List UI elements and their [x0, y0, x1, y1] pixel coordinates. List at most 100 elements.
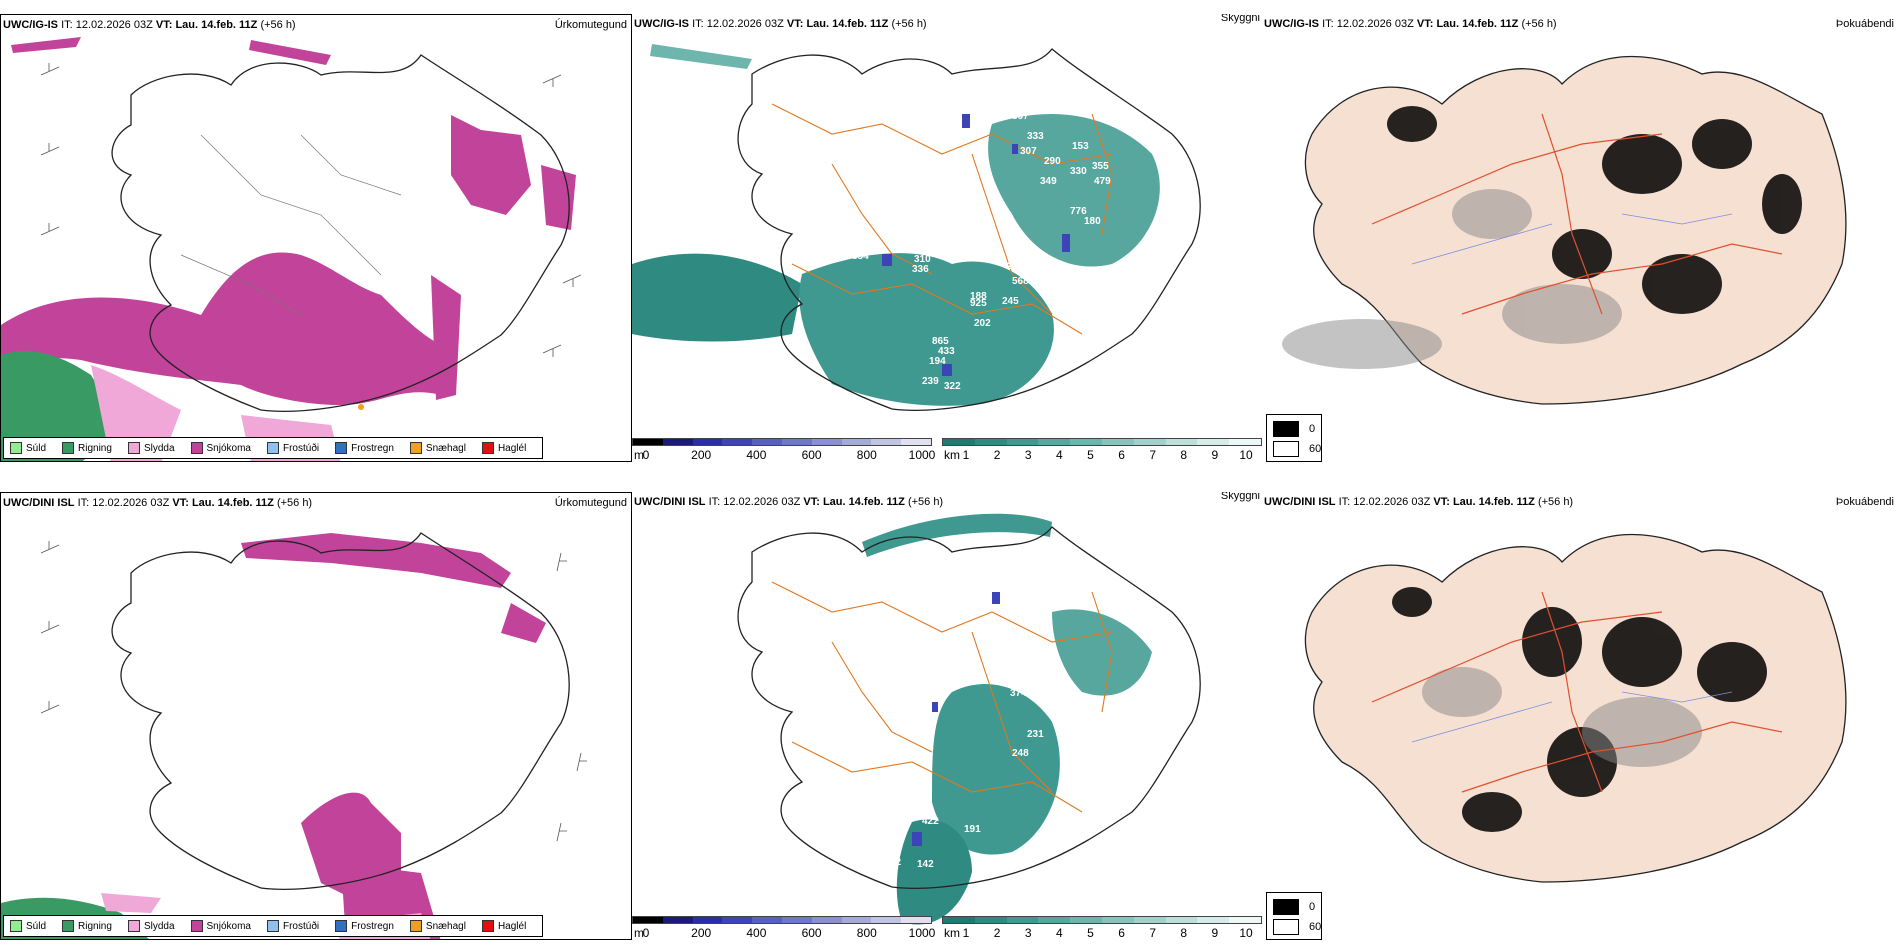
colorbar-tick: 3 — [1024, 448, 1032, 462]
legend-swatch — [127, 442, 140, 454]
legend-label: Haglél — [497, 920, 527, 932]
precip-legend-row2: Súld Rigning Slydda Snjókoma Frostúði Frostre… — [3, 915, 544, 937]
colorbar-tick: 7 — [1149, 448, 1156, 462]
legend-swatch — [335, 920, 348, 932]
colorbar-tick: 400 — [746, 926, 767, 940]
legend-item: Snæhagl — [409, 920, 466, 932]
visibility-value-label: 82 — [890, 857, 902, 868]
precip-tag-row1: Úrkomutegund — [554, 19, 627, 31]
legend-item: Slydda — [127, 920, 175, 932]
colorbar-tick: 10 — [1239, 926, 1253, 940]
legend-label: Slydda — [143, 442, 175, 454]
fog-title-row2: UWC/DINI ISL IT: 12.02.2026 03Z VT: Lau.… — [1264, 496, 1574, 508]
legend-swatch — [266, 442, 279, 454]
legend-item: Snæhagl — [409, 442, 466, 454]
legend-label: Rigning — [78, 920, 112, 932]
colorbar-tick: 8 — [1180, 448, 1188, 462]
precip-type-map-row1: UWC/IG-IS IT: 12.02.2026 03Z VT: Lau. 14… — [0, 14, 632, 462]
legend-swatch — [481, 920, 494, 932]
visibility-value-label: 333 — [1027, 131, 1044, 142]
colorbar-tick: 0 — [642, 926, 650, 940]
legend-swatch — [481, 442, 494, 454]
colorbar-tick: 400 — [746, 448, 767, 462]
visibility-value-label: 346 — [932, 106, 949, 117]
visibility-value-label: 322 — [944, 381, 961, 392]
colorbar-tick: 200 — [691, 926, 712, 940]
visibility-value-label: 153 — [1072, 141, 1089, 152]
visibility-value-label: 307 — [1020, 146, 1037, 157]
legend-label: Snæhagl — [425, 920, 466, 932]
vis-tag-row1: Skyggni — [1220, 14, 1260, 24]
ceiling-visibility-map-row2: 701 260 248 374 231 191 422 82 142 724 UWC/DINI I… — [632, 492, 1262, 940]
colorbar-tick: 9 — [1211, 448, 1219, 462]
iceland-visibility-map: 701 260 248 374 231 191 422 82 142 724 — [737, 513, 1201, 925]
visibility-value-label: 260 — [896, 726, 913, 737]
legend-item: Haglél — [481, 442, 527, 454]
colorbar-tick: 2 — [993, 926, 1001, 940]
fog-tag-row2: Þokuábendi — [1835, 496, 1894, 508]
legend-item: Frostregn — [335, 442, 394, 454]
legend-label: Frostúði — [282, 442, 320, 454]
fog-tag-row1: Þokuábendi — [1835, 18, 1894, 30]
fog-legend-swatch — [1273, 899, 1299, 915]
fog-legend-row1: 0 60 — [1266, 414, 1322, 462]
visibility-value-label: 188 — [970, 291, 987, 302]
legend-swatch — [190, 920, 203, 932]
iceland-fog-map — [1304, 533, 1847, 883]
fog-legend-swatch — [1273, 919, 1299, 935]
visibility-value-label: 925 — [970, 298, 987, 309]
precip-legend-row1: Súld Rigning Slydda Snjókoma Frostúði Frostre… — [3, 437, 544, 459]
visibility-value-label: 776 — [1070, 206, 1087, 217]
legend-label: Snjókoma — [206, 920, 251, 932]
legend-label: Snjókoma — [206, 442, 251, 454]
visibility-value-label: 336 — [912, 264, 929, 275]
legend-item: Snjókoma — [190, 442, 251, 454]
colorbar-tick: 10 — [1239, 448, 1253, 462]
colorbar-tick: 600 — [801, 926, 822, 940]
visibility-value-label: 422 — [922, 816, 939, 827]
iceland-fog-map — [1282, 55, 1847, 405]
legend-swatch — [190, 442, 203, 454]
colorbar-tick: 5 — [1087, 926, 1094, 940]
colorbar-tick: 1000 — [908, 926, 936, 940]
fog-legend-row2: 0 60 — [1266, 892, 1322, 940]
visibility-labels-row2: 701 260 248 374 231 191 422 82 142 724 — [890, 624, 1044, 895]
legend-item: Súld — [10, 442, 46, 454]
legend-item: Rigning — [62, 920, 112, 932]
colorbar-tick: 6 — [1118, 926, 1125, 940]
colorbar-tick: 6 — [1118, 448, 1125, 462]
colorbar-tick: 4 — [1055, 926, 1063, 940]
legend-swatch — [10, 442, 22, 454]
colorbar-tick: 800 — [856, 926, 877, 940]
fog-indicator-map-row1: UWC/IG-IS IT: 12.02.2026 03Z VT: Lau. 14… — [1262, 14, 1900, 462]
legend-swatch — [127, 920, 140, 932]
legend-label: Haglél — [497, 442, 527, 454]
precip-title-row2: UWC/DINI ISL IT: 12.02.2026 03Z VT: Lau.… — [3, 497, 313, 509]
visibility-value-label: 180 — [1084, 216, 1101, 227]
legend-swatch — [266, 920, 279, 932]
visibility-value-label: 433 — [938, 346, 955, 357]
visibility-value-label: 142 — [917, 859, 934, 870]
visibility-value-label: 349 — [1040, 176, 1057, 187]
visibility-value-label: 281 — [932, 121, 949, 132]
legend-swatch — [409, 920, 422, 932]
vis-title-row1: UWC/IG-IS IT: 12.02.2026 03Z VT: Lau. 14… — [634, 18, 927, 30]
visibility-value-label: 202 — [974, 318, 991, 329]
visibility-value-label: 290 — [1044, 156, 1061, 167]
precip-title-row1: UWC/IG-IS IT: 12.02.2026 03Z VT: Lau. 14… — [3, 19, 296, 31]
visibility-value-label: 367 — [1012, 111, 1029, 122]
visibility-value-label: 568 — [1012, 276, 1029, 287]
colorbar-tick: 3 — [1024, 926, 1032, 940]
visibility-value-label: 310 — [914, 254, 931, 265]
colorbar-tick: 1 — [962, 926, 970, 940]
legend-item: Snjókoma — [190, 920, 251, 932]
fog-title-row1: UWC/IG-IS IT: 12.02.2026 03Z VT: Lau. 14… — [1264, 18, 1557, 30]
precip-type-map-row2: UWC/DINI ISL IT: 12.02.2026 03Z VT: Lau.… — [0, 492, 632, 940]
visibility-value-label: 183 — [894, 238, 911, 249]
precip-tag-row2: Úrkomutegund — [554, 497, 627, 509]
legend-swatch — [10, 920, 22, 932]
visibility-value-label: 330 — [1070, 166, 1087, 177]
legend-label: Frostregn — [351, 442, 394, 454]
